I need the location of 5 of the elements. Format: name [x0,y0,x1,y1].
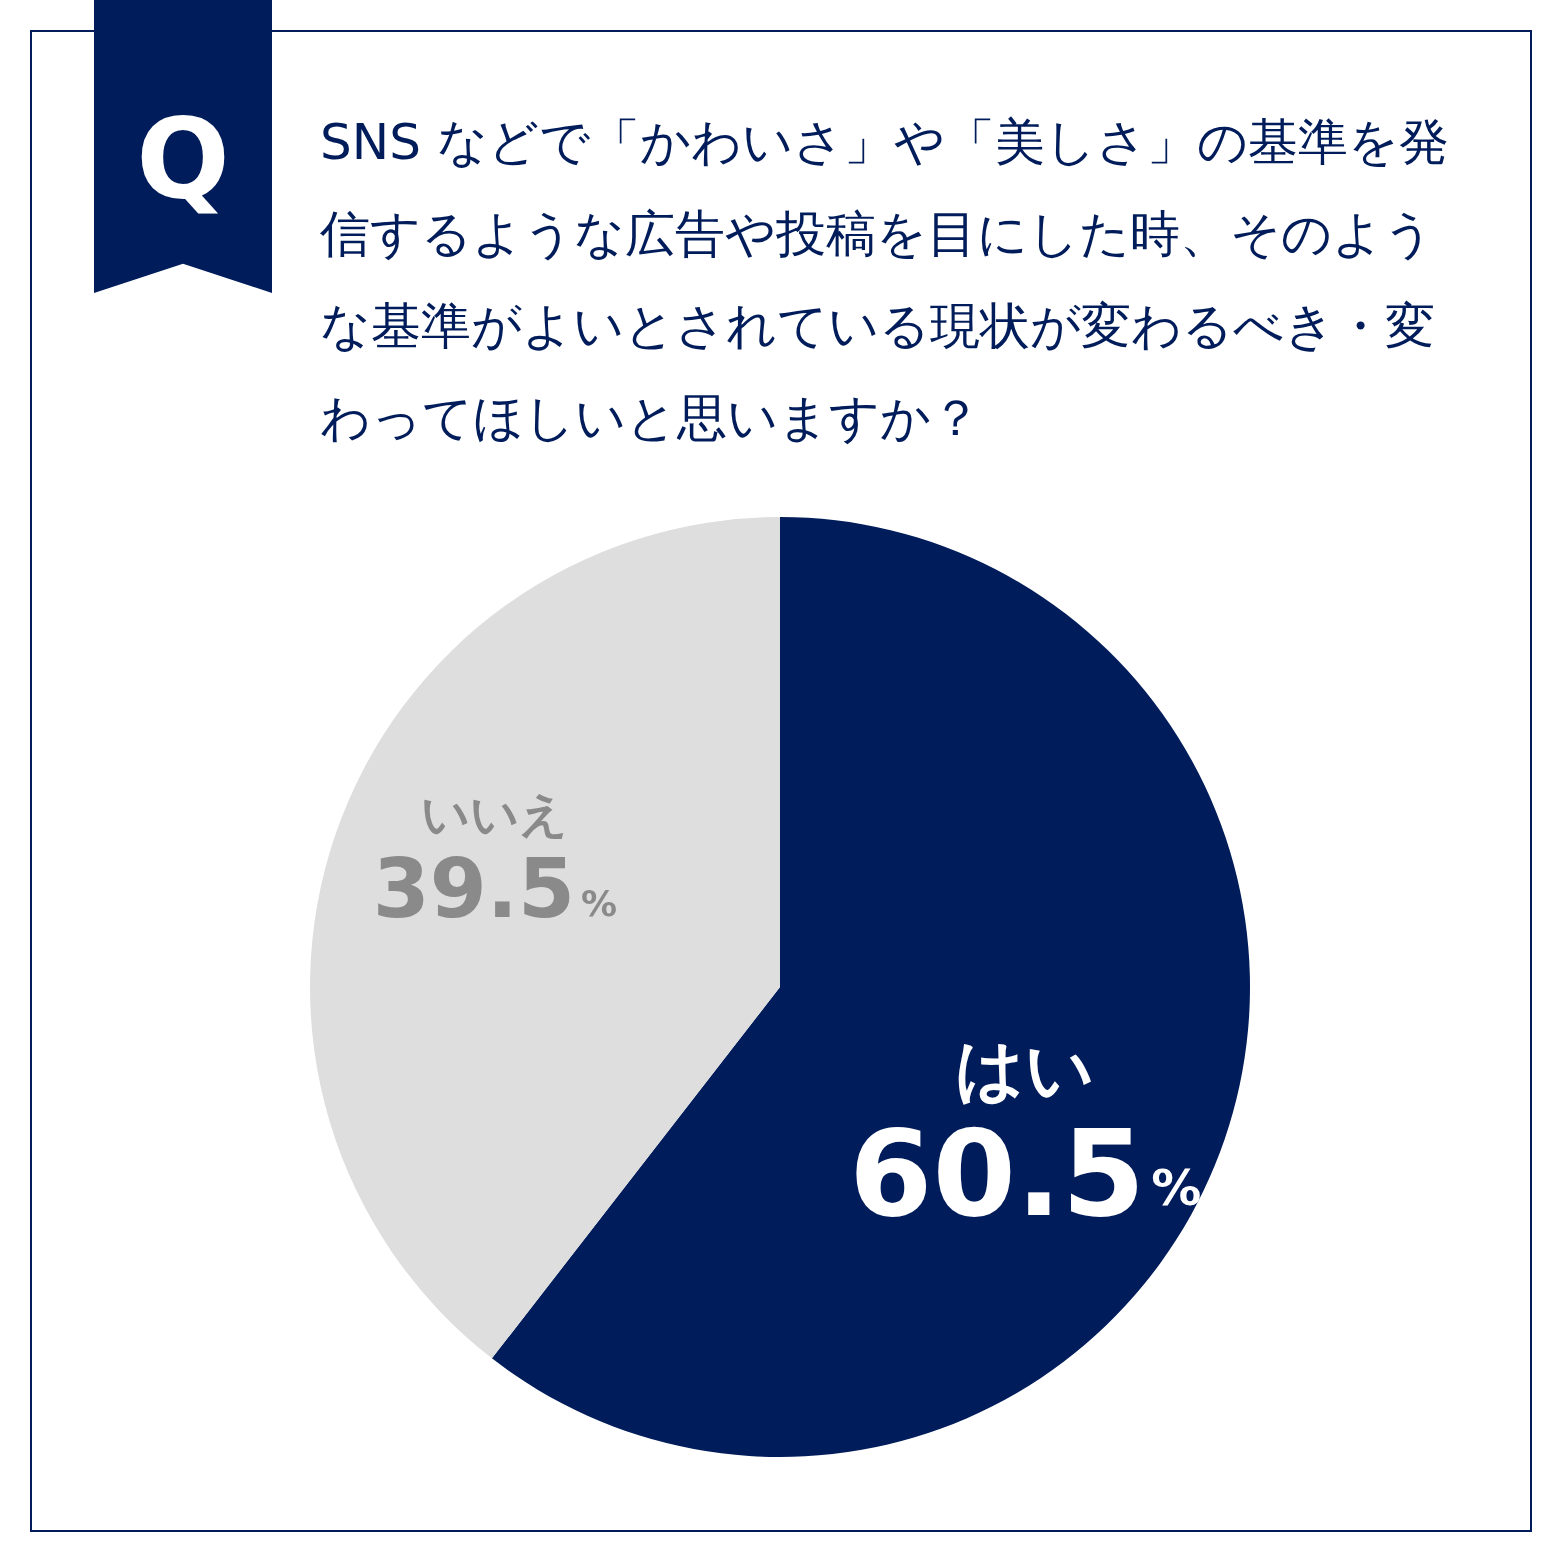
text: Q [135,95,231,225]
data-label: 39.5% [372,841,618,937]
slice-label: はい [955,1029,1096,1109]
chart-title: SNS などで「かわいさ」や「美しさ」の基準を発信するような広告や投稿を目にした時、そのような基準がよいとされている現状が変わるべき・変わってほしいと思いますか？ [320,112,1450,449]
slice-label: いいえ [421,785,569,842]
